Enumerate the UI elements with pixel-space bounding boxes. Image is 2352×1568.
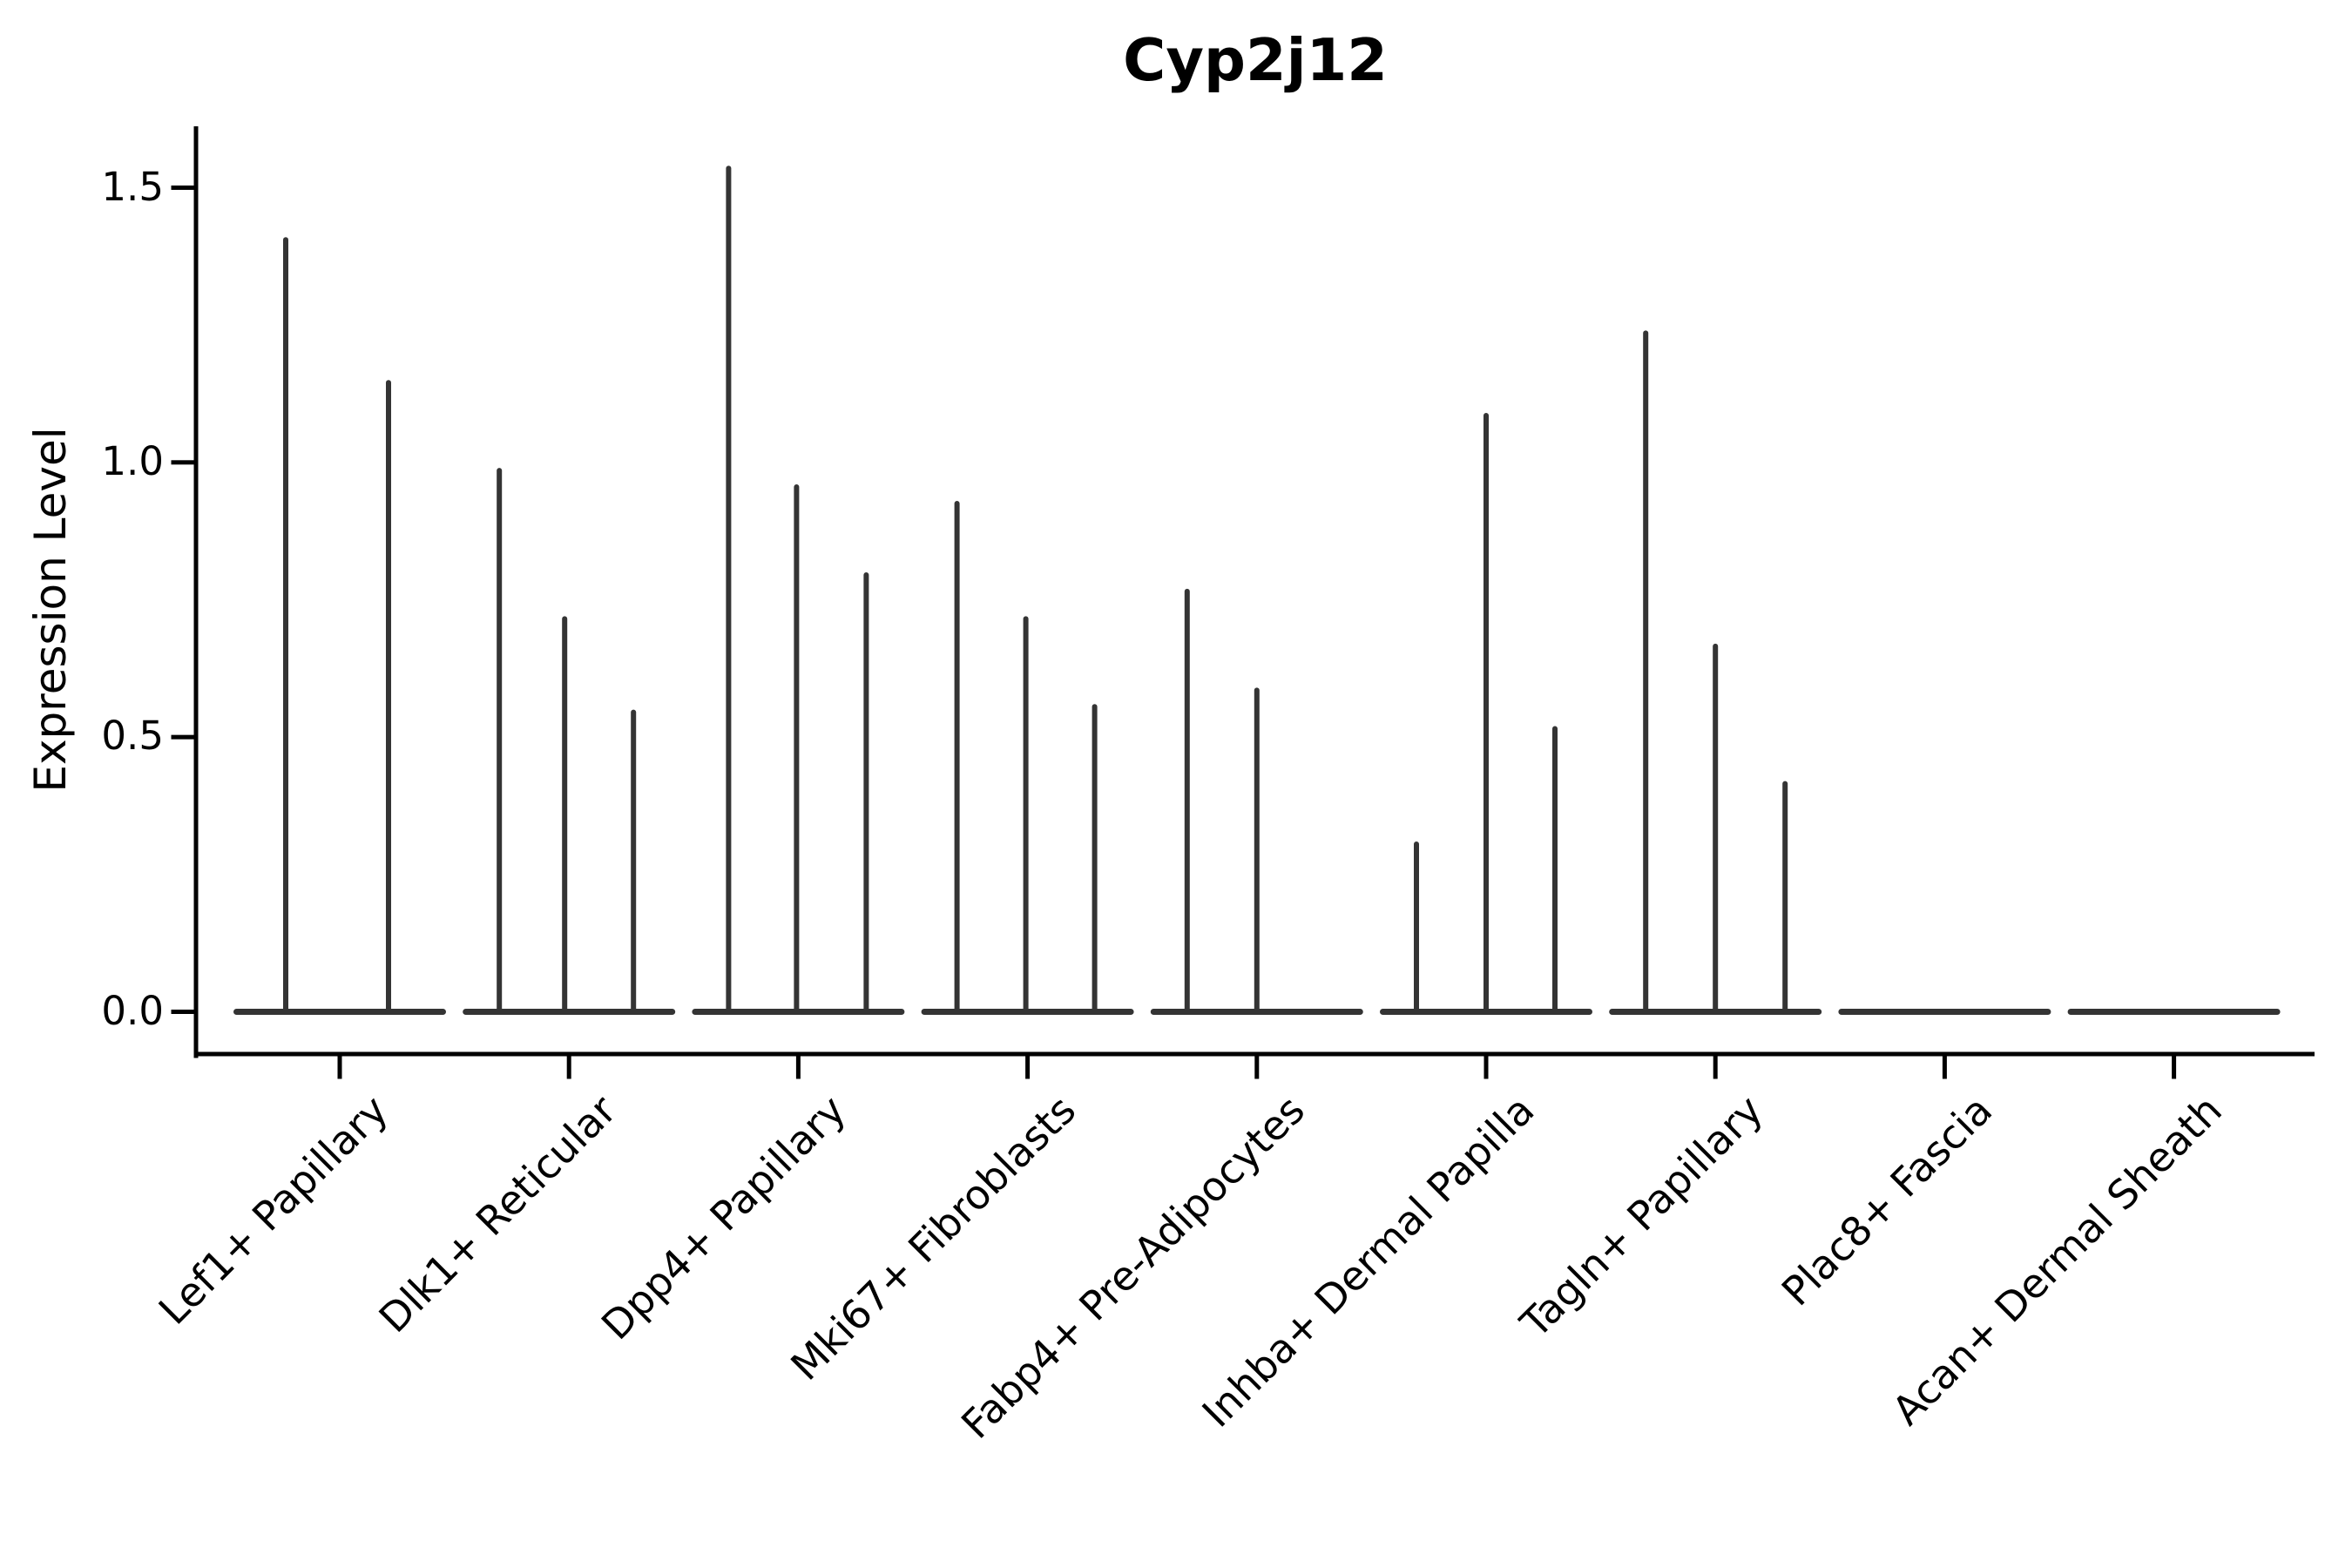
violin-spike [1023,616,1029,1015]
violin-spike [386,380,391,1015]
x-tick-mark [1713,1056,1718,1079]
violin-spike [1092,704,1098,1015]
violin-baseline [1838,1009,2051,1015]
x-tick-mark [1484,1056,1489,1079]
violin-spike [1713,643,1719,1015]
violin-spike [497,468,503,1015]
x-tick-mark [1254,1056,1260,1079]
violin-spike [1782,781,1788,1015]
violin-spike [863,571,869,1015]
violin-baseline [463,1009,676,1015]
x-tick-mark [337,1056,342,1079]
x-tick-mark [566,1056,571,1079]
x-tick-mark [1942,1056,1947,1079]
x-tick-mark [2172,1056,2177,1079]
violin-spike [1484,413,1489,1015]
violin-spike [726,166,732,1016]
violin-spike [1184,588,1190,1015]
violin-spike [954,500,960,1015]
y-axis-spine [193,126,199,1058]
y-tick-label-1-5: 1.5 [101,164,164,210]
y-tick-label-0-0: 0.0 [101,988,164,1034]
x-tick-mark [1025,1056,1031,1079]
violin-spike [794,484,800,1015]
y-tick-mark [171,460,194,465]
violin-spike [1414,841,1419,1015]
y-tick-mark [171,1010,194,1014]
violin-spike [1254,687,1260,1015]
x-tick-mark [795,1056,801,1079]
violin-baseline [2067,1009,2281,1015]
chart-title: Cyp2j12 [1123,26,1388,94]
violin-spike [562,616,568,1015]
violin-spike [1643,330,1649,1015]
y-tick-label-0-5: 0.5 [101,713,164,759]
violin-baseline [233,1009,446,1015]
violin-spike [1552,726,1558,1015]
violin-spike [283,237,288,1015]
y-tick-label-1-0: 1.0 [101,438,164,484]
y-tick-mark [171,185,194,190]
violin-spike [631,709,637,1015]
y-tick-mark [171,734,194,740]
x-axis-spine [193,1051,2315,1057]
